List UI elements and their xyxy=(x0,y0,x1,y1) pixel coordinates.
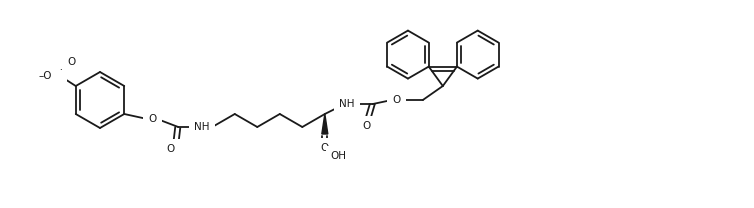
Text: +: + xyxy=(60,64,66,73)
Text: O: O xyxy=(363,121,371,131)
Text: O: O xyxy=(320,143,329,153)
Text: NH: NH xyxy=(339,99,354,109)
Text: O: O xyxy=(166,144,174,154)
Text: –O: –O xyxy=(38,71,51,81)
Text: NH: NH xyxy=(195,122,210,132)
Text: OH: OH xyxy=(331,151,347,161)
Text: N: N xyxy=(54,69,62,79)
Polygon shape xyxy=(322,114,328,134)
Text: O: O xyxy=(393,95,401,105)
Text: O: O xyxy=(68,57,76,67)
Text: O: O xyxy=(148,114,156,124)
